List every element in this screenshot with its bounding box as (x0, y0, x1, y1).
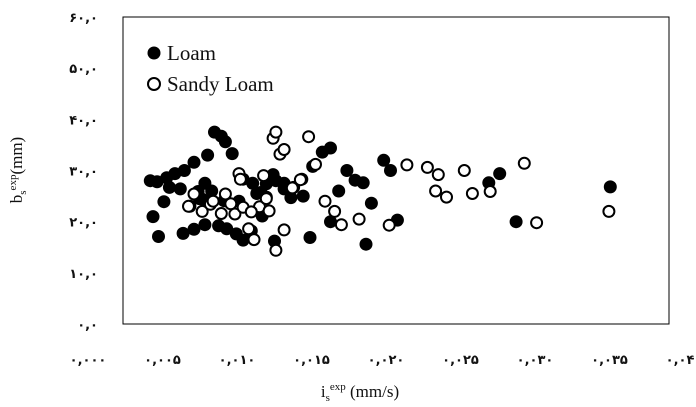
x-tick-label: ۰,۰۰۵ (144, 353, 181, 368)
sandy-loam-point (182, 199, 195, 213)
loam-point (173, 182, 187, 196)
sandy-loam-point (530, 216, 544, 230)
loam-point (162, 180, 176, 194)
loam-point (146, 210, 160, 224)
sandy-loam-point (228, 207, 242, 221)
sandy-loam-point (257, 169, 271, 183)
sandy-loam-point (400, 158, 414, 172)
loam-point (332, 184, 346, 198)
y-tick-label: ۰,۰ (77, 318, 98, 333)
loam-point (296, 189, 310, 203)
x-tick-label: ۰,۰۴۰ (666, 353, 696, 368)
x-tick-label: ۰,۰۱۰ (219, 353, 256, 368)
x-tick-label: ۰,۰۳۵ (591, 353, 628, 368)
sandy-loam-point (440, 190, 453, 204)
sandy-loam-point (262, 204, 276, 218)
loam-point (212, 219, 226, 233)
data-points (143, 125, 617, 257)
loam-point (324, 141, 337, 155)
x-tick-label: ۰,۰۳۰ (517, 353, 554, 368)
sandy-loam-point (277, 223, 291, 237)
loam-point (377, 153, 391, 167)
x-tick-label: ۰,۰۲۰ (368, 353, 405, 368)
sandy-loam-point (269, 243, 283, 257)
y-axis-ticks: ۰,۰ ۱۰,۰ ۲۰,۰ ۳۰,۰ ۴۰,۰ ۵۰,۰ ۶۰,۰ (69, 11, 98, 333)
y-tick-label: ۶۰,۰ (69, 11, 98, 26)
sandy-loam-point (465, 187, 479, 200)
x-tick-label: ۰,۰۲۵ (442, 353, 479, 368)
sandy-loam-point (293, 173, 307, 187)
loam-point (364, 196, 378, 210)
loam-point (303, 231, 317, 244)
sandy-loam-point (242, 222, 256, 236)
loam-point (157, 195, 171, 209)
loam-point (246, 176, 260, 190)
loam-point (198, 218, 212, 232)
loam-point (229, 227, 243, 241)
sandy-loam-point (602, 204, 616, 218)
y-tick-label: ۴۰,۰ (69, 113, 98, 128)
sandy-loam-point (334, 218, 348, 232)
loam-point (225, 147, 239, 161)
sandy-loam-point (206, 194, 220, 208)
legend-label-sandy-loam: Sandy Loam (167, 72, 274, 96)
sandy-loam-point (352, 212, 366, 226)
loam-point (509, 215, 523, 229)
loam-point (493, 167, 507, 181)
legend-marker-loam (147, 46, 161, 60)
sandy-loam-point (382, 218, 396, 232)
loam-point (359, 237, 373, 251)
loam-point (250, 187, 264, 200)
loam-point (143, 174, 157, 188)
sandy-loam-point (429, 184, 443, 198)
sandy-loam-point (431, 168, 445, 182)
sandy-loam-point (517, 156, 531, 170)
sandy-loam-point (318, 194, 332, 208)
loam-point (152, 230, 165, 243)
sandy-loam-point (214, 207, 228, 220)
sandy-loam-point (277, 143, 291, 156)
sandy-loam-point (309, 157, 322, 171)
x-axis-label: isexp (mm/s) (321, 381, 399, 404)
loam-point (201, 148, 215, 162)
sandy-loam-point (218, 187, 232, 201)
x-tick-label: ۰,۰۱۵ (293, 353, 330, 368)
sandy-loam-point (483, 185, 497, 198)
x-tick-label: ۰,۰۰۰ (70, 353, 107, 368)
sandy-loam-point (244, 205, 258, 219)
y-tick-label: ۲۰,۰ (69, 216, 98, 231)
sandy-loam-point (420, 160, 434, 174)
sandy-loam-point (457, 164, 471, 177)
loam-point (384, 164, 397, 177)
loam-point (187, 155, 201, 169)
sandy-loam-point (328, 204, 342, 218)
sandy-loam-point (302, 130, 316, 144)
legend: Loam Sandy Loam (147, 41, 274, 96)
loam-point (340, 164, 354, 177)
loam-point (177, 164, 191, 177)
loam-point (205, 184, 219, 198)
legend-label-loam: Loam (167, 41, 216, 65)
y-tick-label: ۱۰,۰ (69, 267, 98, 282)
sandy-loam-point (285, 181, 299, 195)
sandy-loam-point (269, 125, 283, 139)
sandy-loam-point (187, 187, 201, 201)
loam-point (176, 226, 190, 240)
sandy-loam-point (233, 172, 247, 186)
x-axis-ticks: ۰,۰۰۰ ۰,۰۰۵ ۰,۰۱۰ ۰,۰۱۵ ۰,۰۲۰ ۰,۰۲۵ ۰,۰۳۰ ۰,۰۳۵… (70, 353, 696, 368)
loam-point (218, 135, 232, 149)
legend-marker-sandy-loam (147, 77, 161, 91)
y-tick-label: ۵۰,۰ (69, 62, 98, 77)
y-axis-label: bsexp(mm) (7, 137, 29, 203)
loam-point (324, 215, 337, 229)
y-tick-label: ۳۰,۰ (69, 165, 98, 180)
loam-point (356, 176, 370, 190)
sandy-loam-point (259, 192, 273, 206)
loam-point (187, 222, 201, 236)
loam-point (603, 180, 617, 194)
loam-point (284, 191, 298, 205)
sandy-loam-point (195, 204, 209, 218)
sandy-loam-point (247, 233, 261, 247)
